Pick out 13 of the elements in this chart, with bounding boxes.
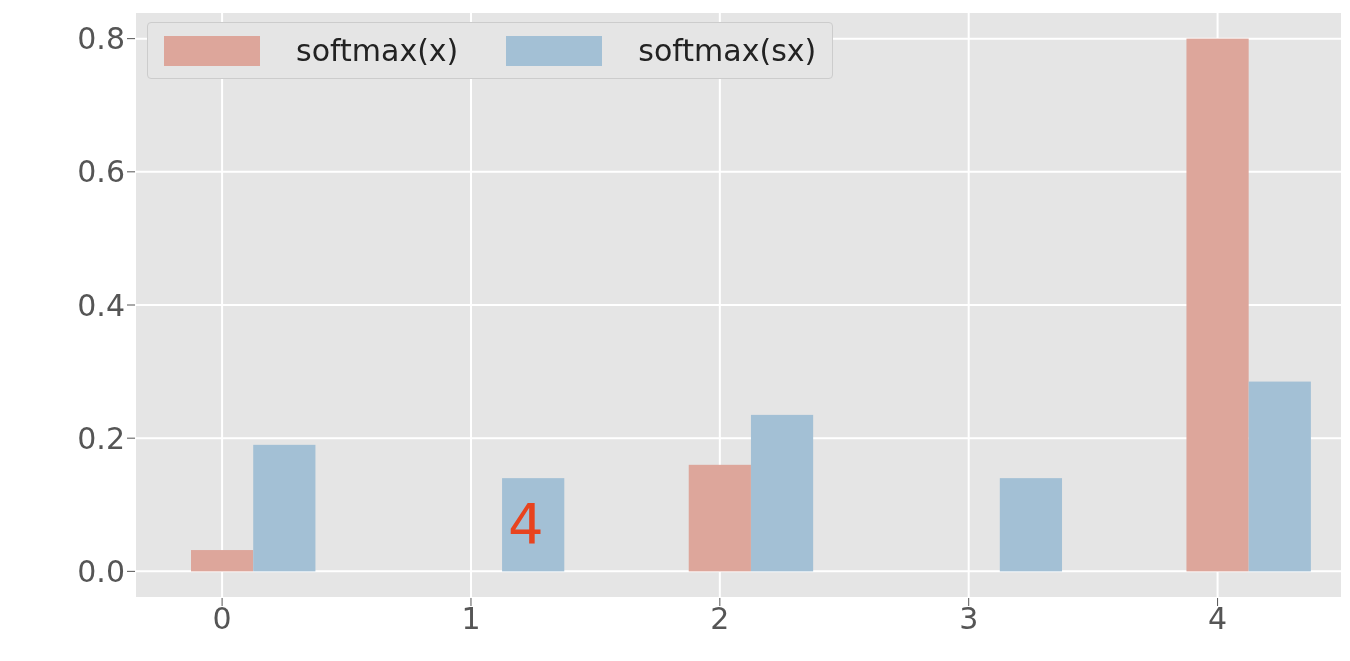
y-tick-label: 0.6 — [77, 154, 125, 190]
y-tick-label: 0.4 — [77, 287, 125, 323]
y-tick-label: 0.2 — [77, 420, 125, 456]
legend-label: softmax(x) — [296, 33, 459, 68]
x-tick-label: 0 — [212, 601, 232, 637]
y-tick-label: 0.8 — [77, 21, 125, 57]
x-tick-label: 3 — [959, 601, 979, 637]
y-tick-label: 0.0 — [77, 554, 125, 590]
x-tick-label: 4 — [1208, 601, 1228, 637]
x-tick-label: 1 — [461, 601, 481, 637]
annotation: 4 — [508, 491, 544, 556]
legend-label: softmax(sx) — [638, 33, 817, 68]
x-tick-label: 2 — [710, 601, 730, 637]
